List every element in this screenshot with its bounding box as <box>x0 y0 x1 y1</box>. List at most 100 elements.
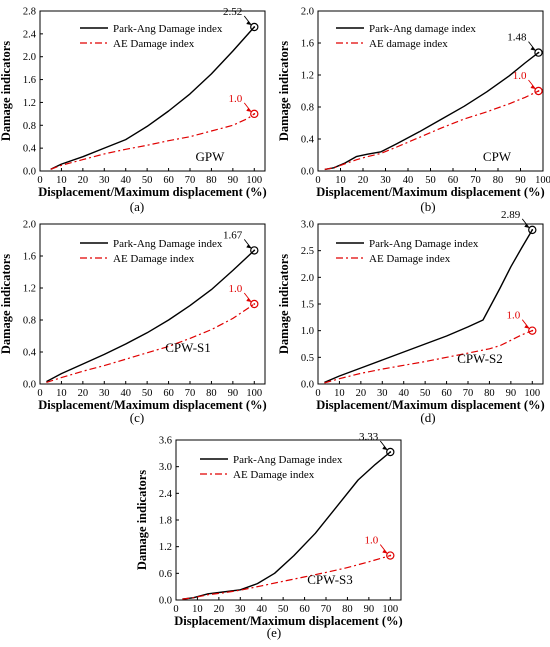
endpoint-dot <box>531 228 534 231</box>
x-tick-label: 70 <box>185 388 196 399</box>
y-axis-label: Damage indicators <box>277 41 291 141</box>
endpoint-marker <box>528 326 537 335</box>
series-line-park-ang <box>46 249 255 383</box>
x-tick-label: 60 <box>299 604 310 615</box>
y-tick-label: 2.4 <box>159 489 173 500</box>
legend-entry: AE damage index <box>369 38 448 50</box>
y-tick-label: 0.8 <box>23 121 36 132</box>
annotation-arrowhead <box>246 107 252 112</box>
x-tick-label: 0 <box>173 604 178 615</box>
legend-entry: Park-Ang Damage index <box>369 238 479 250</box>
x-tick-label: 60 <box>441 388 452 399</box>
y-tick-label: 1.6 <box>301 39 314 50</box>
annotation-arrowhead <box>246 244 252 249</box>
panel-name: CPW-S2 <box>457 351 503 366</box>
annotation-label: 1.0 <box>229 93 243 105</box>
x-tick-label: 40 <box>120 388 131 399</box>
series-line-ae <box>50 113 255 170</box>
x-tick-label: 40 <box>398 388 409 399</box>
x-tick-label: 70 <box>321 604 332 615</box>
y-tick-label: 0.8 <box>301 103 314 114</box>
x-tick-label: 30 <box>99 175 110 186</box>
x-tick-label: 20 <box>356 388 367 399</box>
endpoint-dot <box>537 51 540 54</box>
plot-frame <box>39 223 266 385</box>
panel-sublabel: (e) <box>267 625 281 640</box>
annotation-arrowhead <box>382 549 388 554</box>
x-axis-label: Displacement/Maximum displacement (%) <box>38 398 266 412</box>
series-line-park-ang <box>182 451 391 600</box>
y-tick-label: 1.6 <box>23 75 36 86</box>
y-tick-label: 1.2 <box>23 284 36 295</box>
x-tick-label: 90 <box>515 175 526 186</box>
annotation-arrowhead <box>530 46 536 51</box>
y-tick-label: 0.4 <box>301 135 315 146</box>
x-tick-label: 100 <box>382 604 398 615</box>
x-tick-label: 80 <box>206 175 217 186</box>
y-tick-label: 1.8 <box>159 516 172 527</box>
x-tick-label: 10 <box>192 604 203 615</box>
x-tick-label: 50 <box>142 388 153 399</box>
y-tick-label: 3.0 <box>159 462 172 473</box>
y-tick-label: 2.0 <box>301 7 314 18</box>
y-axis-label: Damage indicators <box>135 470 149 570</box>
annotation-label: 1.0 <box>507 310 521 322</box>
x-tick-label: 50 <box>278 604 289 615</box>
legend-entry: Park-Ang Damage index <box>233 454 343 466</box>
x-tick-label: 10 <box>335 175 346 186</box>
chart-panel-5: 0 10 20 30 40 50 60 70 80 90 100 0.0 0.6 1.2 1.8 2.4 3.0… <box>135 431 403 640</box>
annotation-label: 3.33 <box>359 431 379 443</box>
y-tick-label: 0.8 <box>23 316 36 327</box>
annotation-label: 2.89 <box>501 209 521 221</box>
x-tick-label: 20 <box>78 388 89 399</box>
x-tick-label: 90 <box>228 388 239 399</box>
series-line-park-ang <box>324 229 533 384</box>
y-tick-label: 2.8 <box>23 7 36 18</box>
endpoint-dot <box>389 554 392 557</box>
series-line-ae <box>324 330 533 384</box>
x-tick-label: 80 <box>342 604 353 615</box>
x-tick-label: 30 <box>235 604 246 615</box>
x-tick-label: 90 <box>364 604 375 615</box>
annotation-arrowhead <box>246 21 252 25</box>
annotation-arrowhead <box>524 223 530 228</box>
x-tick-label: 0 <box>315 388 320 399</box>
x-tick-label: 90 <box>506 388 517 399</box>
annotation-label: 1.0 <box>365 535 379 547</box>
legend-entry: Park-Ang Damage index <box>113 23 223 35</box>
plot-frame <box>39 10 266 172</box>
y-tick-label: 2.0 <box>23 52 36 63</box>
y-tick-label: 0.0 <box>301 167 314 178</box>
panel-name: CPW <box>483 149 512 164</box>
endpoint-marker <box>250 22 259 32</box>
x-tick-label: 30 <box>99 388 110 399</box>
y-tick-label: 0.0 <box>23 167 36 178</box>
panel-sublabel: (b) <box>420 199 435 214</box>
x-tick-label: 80 <box>206 388 217 399</box>
y-axis-label: Damage indicators <box>0 41 13 141</box>
y-tick-label: 0.6 <box>159 569 172 580</box>
x-axis-label: Displacement/Maximum displacement (%) <box>174 614 402 628</box>
y-tick-label: 0.0 <box>159 596 172 607</box>
x-tick-label: 0 <box>37 388 42 399</box>
x-tick-label: 100 <box>246 175 262 186</box>
x-tick-label: 60 <box>163 175 174 186</box>
x-axis-label: Displacement/Maximum displacement (%) <box>38 185 266 199</box>
legend-entry: Park-Ang damage index <box>369 23 476 35</box>
y-tick-label: 1.2 <box>301 71 314 82</box>
y-tick-label: 3.6 <box>159 436 172 447</box>
x-tick-label: 0 <box>37 175 42 186</box>
endpoint-marker <box>534 86 543 96</box>
endpoint-marker <box>386 551 395 560</box>
annotation-arrowhead <box>246 298 252 302</box>
y-tick-label: 1.2 <box>159 542 172 553</box>
x-tick-label: 70 <box>470 175 481 186</box>
x-tick-label: 40 <box>120 175 131 186</box>
endpoint-dot <box>253 112 256 115</box>
annotation-arrowhead <box>530 85 536 89</box>
x-tick-label: 90 <box>228 175 239 186</box>
x-tick-label: 50 <box>420 388 431 399</box>
series-line-ae <box>182 555 391 600</box>
legend-entry: AE Damage index <box>369 253 451 265</box>
